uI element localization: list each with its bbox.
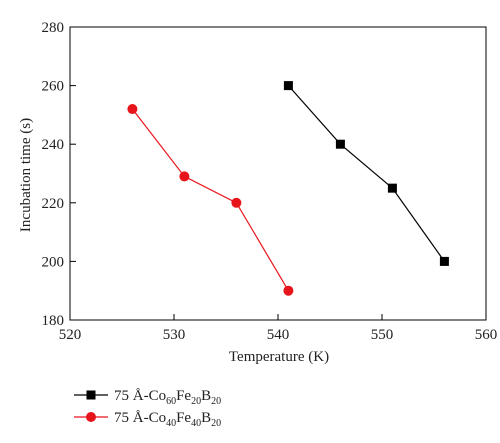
series-layer [127,81,449,296]
legend-label: 75 Å-Co60Fe20B20 [114,388,221,407]
data-point-circle [231,197,242,208]
legend: 75 Å-Co60Fe20B20 75 Å-Co40Fe40B20 [74,388,221,429]
data-point-square [335,139,345,149]
x-axis-ticks: 520 530 540 550 560 [59,314,498,343]
y-tick-label: 180 [42,313,65,329]
y-axis-label: Incubation time (s) [18,118,34,232]
data-point-circle [283,285,294,296]
series-line-1 [287,85,445,262]
y-tick-label: 240 [42,137,65,153]
x-tick-label: 540 [267,327,290,343]
y-tick-label: 220 [42,196,65,212]
legend-marker-circle [86,412,96,422]
y-axis-ticks: 180 200 220 240 260 280 [42,20,76,329]
y-tick-label: 200 [42,254,65,270]
x-axis-label: Temperature (K) [229,349,329,365]
legend-marker-square [86,390,96,400]
x-tick-label: 520 [59,327,82,343]
data-point-square [439,256,449,266]
plot-frame [69,26,487,321]
x-tick-label: 530 [163,327,186,343]
data-point-square [387,183,397,193]
x-tick-label: 560 [475,327,498,343]
data-point-square [283,81,293,91]
y-tick-label: 260 [42,79,65,95]
x-tick-label: 550 [371,327,394,343]
y-tick-label: 280 [42,20,65,36]
data-point-circle [179,171,190,182]
plot-area [69,26,487,321]
legend-label: 75 Å-Co40Fe40B20 [114,410,221,429]
series-line-2 [131,108,289,292]
data-point-circle [127,104,138,115]
